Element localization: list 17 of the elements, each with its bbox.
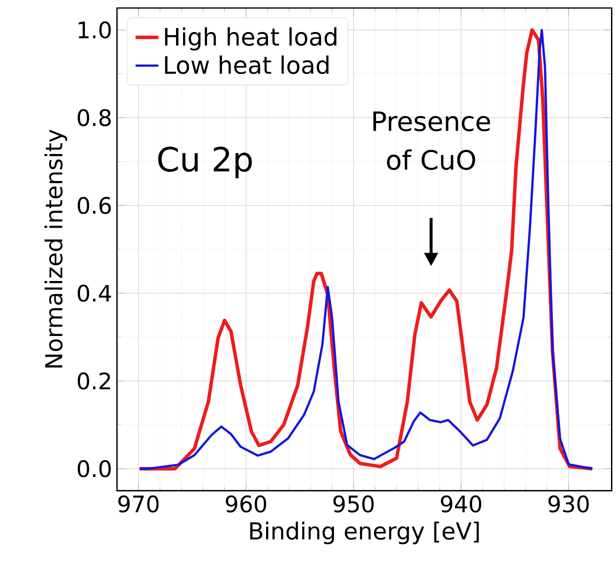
annotation: Presence of CuO [373,112,490,170]
x-tick-label: 940 [440,495,482,513]
y-tick-label: 0.2 [78,372,110,390]
y-axis-title: Normalized intensity [44,130,68,368]
y-tick-label: 0.4 [78,284,112,302]
x-tick-label: 950 [333,495,374,513]
y-tick-label: 0.6 [78,196,111,214]
annotation: Cu 2p [158,146,252,178]
y-tick-label: 0.8 [78,109,111,126]
x-tick-label: 970 [118,495,159,513]
x-tick-label: 930 [548,495,589,513]
y-tick-label: 0.0 [78,460,111,478]
x-tick-label: 960 [226,495,266,513]
legend-label: Low heat load [165,55,328,74]
y-tick-label: 1.0 [78,21,111,39]
legend-label: High heat load [165,27,336,50]
x-axis-title: Binding energy [eV] [250,522,479,544]
